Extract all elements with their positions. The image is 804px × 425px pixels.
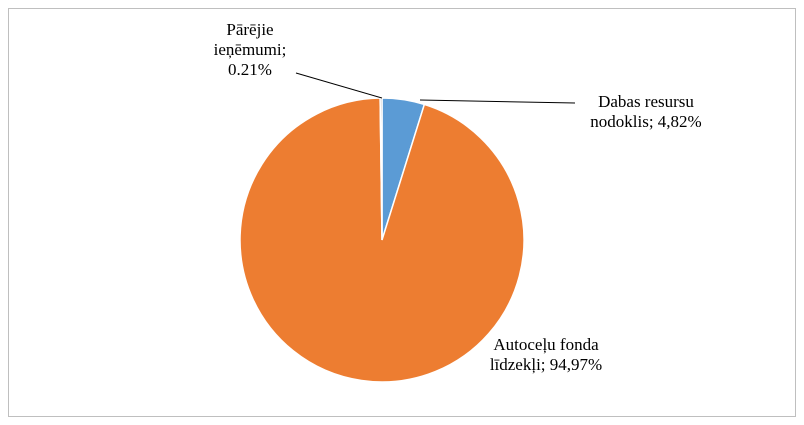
- leader-line: [295, 72, 383, 99]
- data-label: Pārējie ieņēmumi; 0.21%: [213, 20, 287, 79]
- data-label: Autoceļu fonda līdzekļi; 94,97%: [489, 335, 603, 374]
- leader-line: [419, 99, 576, 104]
- data-label: Dabas resursu nodoklis; 4,82%: [590, 92, 702, 131]
- pie-slice: [239, 97, 525, 383]
